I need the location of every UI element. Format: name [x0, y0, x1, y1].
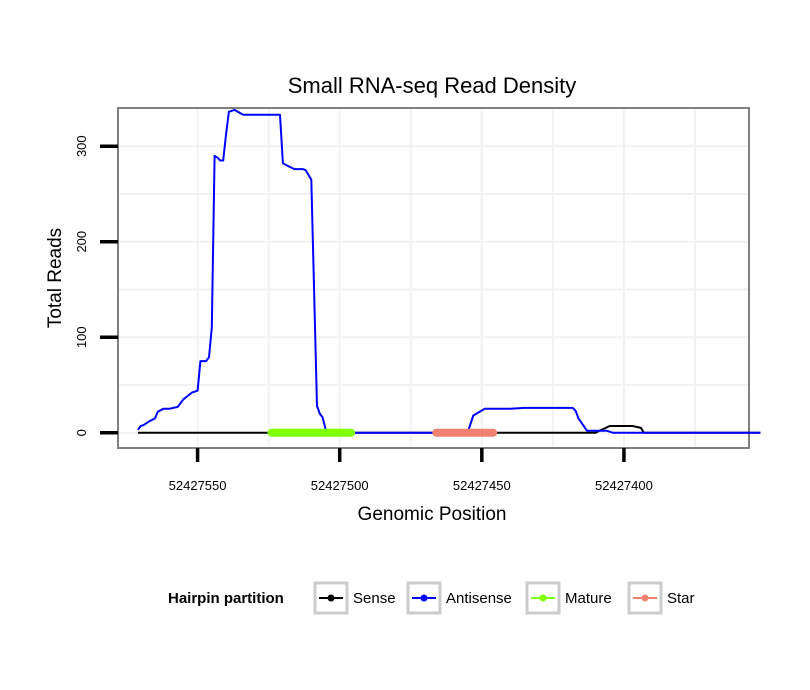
chart-title: Small RNA-seq Read Density	[288, 73, 577, 98]
legend-key-mature	[525, 581, 561, 615]
legend-title: Hairpin partition	[168, 590, 284, 607]
legend: Hairpin partition Sense Antisense Mature St…	[168, 581, 695, 615]
y-tick-label: 0	[74, 429, 89, 436]
y-tick-label: 100	[74, 326, 89, 348]
series-line-antisense	[137, 108, 761, 434]
legend-key-antisense	[406, 581, 442, 615]
legend-key-star	[627, 581, 663, 615]
legend-key-point	[641, 594, 649, 602]
plot-panel	[117, 107, 750, 449]
y-tick-label: 300	[74, 135, 89, 157]
y-axis-title: Total Reads	[45, 228, 66, 328]
legend-key-point	[539, 594, 547, 602]
x-axis-title: Genomic Position	[358, 504, 507, 525]
legend-label: Sense	[353, 590, 396, 607]
x-tick-label: 52427450	[453, 478, 511, 493]
x-tick-label: 52427500	[311, 478, 369, 493]
x-tick-label: 52427550	[169, 478, 227, 493]
legend-label: Mature	[565, 590, 612, 607]
y-tick-label: 200	[74, 231, 89, 253]
legend-label: Antisense	[446, 590, 512, 607]
legend-label: Star	[667, 590, 695, 607]
series-layer	[137, 108, 761, 437]
legend-key-sense	[313, 581, 349, 615]
x-tick-label: 52427400	[595, 478, 653, 493]
grid-lines	[118, 108, 749, 448]
y-axis: 0 100 200 300	[74, 135, 118, 436]
legend-key-point	[327, 594, 335, 602]
x-axis: 52427550 52427500 52427450 52427400	[169, 448, 653, 493]
legend-key-point	[420, 594, 428, 602]
